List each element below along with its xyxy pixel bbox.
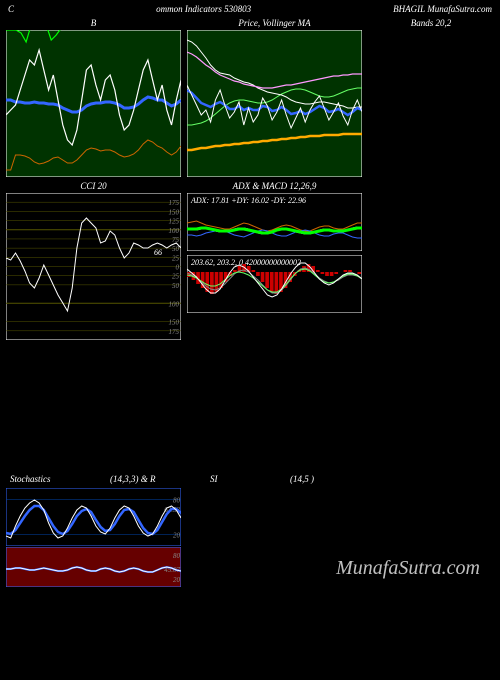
panel-adx-macd: ADX & MACD 12,26,9 ADX: 17.81 +DY: 16.02…: [187, 181, 362, 340]
svg-text:50: 50: [172, 282, 180, 290]
panel-cci: CCI 20 175150125100755025025501001501756…: [6, 181, 181, 340]
svg-text:ADX: 17.81 +DY: 16.02 -DY: 22: ADX: 17.81 +DY: 16.02 -DY: 22.96: [190, 196, 306, 205]
panel-bands: Bands 20,2: [368, 18, 494, 177]
svg-text:25: 25: [172, 254, 180, 262]
chart-price-b: [6, 30, 181, 177]
chart-stochastics: 8063.5320: [6, 488, 181, 546]
svg-text:80: 80: [173, 497, 181, 505]
panel-price-b: B: [6, 18, 181, 177]
panel-adx-title: ADX & MACD 12,26,9: [187, 181, 362, 193]
svg-text:20: 20: [173, 576, 181, 584]
header-center: ommon Indicators 530803: [14, 4, 393, 14]
stoch-title-right: (14,5 ): [290, 474, 314, 484]
stoch-title-left: Stochastics: [10, 474, 110, 484]
svg-text:125: 125: [169, 218, 180, 226]
panel-price-ma: Price, Vollinger MA: [187, 18, 362, 177]
page-header: C ommon Indicators 530803 BHAGIL MunafaS…: [0, 0, 500, 16]
svg-text:150: 150: [169, 319, 180, 327]
svg-text:25: 25: [172, 273, 180, 281]
stoch-title-mid: (14,3,3) & R: [110, 474, 210, 484]
chart-macd: 203.62, 203.2, 0.42000000000002: [187, 255, 362, 313]
svg-text:203.62, 203.2, 0.42000000000: 203.62, 203.2, 0.42000000000002: [191, 258, 301, 267]
chart-price-ma: [187, 30, 362, 177]
svg-text:100: 100: [169, 300, 180, 308]
panel-price-b-title: B: [6, 18, 181, 30]
watermark: MunafaSutra.com: [336, 557, 480, 580]
svg-text:20: 20: [173, 531, 181, 539]
svg-text:50: 50: [172, 245, 180, 253]
panel-price-ma-title: Price, Vollinger MA: [187, 18, 362, 30]
svg-text:100: 100: [169, 227, 180, 235]
svg-text:175: 175: [169, 328, 180, 336]
stoch-title-si: SI: [210, 474, 290, 484]
spacer: [0, 342, 500, 472]
svg-text:150: 150: [169, 208, 180, 216]
row-1: B Price, Vollinger MA Bands 20,2: [0, 16, 500, 179]
panel-cci-title: CCI 20: [6, 181, 181, 193]
panel-bands-title: Bands 20,2: [368, 18, 494, 30]
chart-cci: 1751501251007550250255010015017566: [6, 193, 181, 340]
svg-text:80: 80: [173, 552, 181, 560]
svg-text:66: 66: [154, 248, 162, 257]
stoch-header: Stochastics (14,3,3) & R SI (14,5 ): [0, 472, 500, 486]
row-2: CCI 20 175150125100755025025501001501756…: [0, 179, 500, 342]
svg-text:175: 175: [169, 199, 180, 207]
chart-adx: ADX: 17.81 +DY: 16.02 -DY: 22.96: [187, 193, 362, 251]
svg-text:0: 0: [176, 264, 180, 272]
chart-rsi: 8045.0720: [6, 547, 181, 587]
header-right: BHAGIL MunafaSutra.com: [393, 4, 492, 14]
